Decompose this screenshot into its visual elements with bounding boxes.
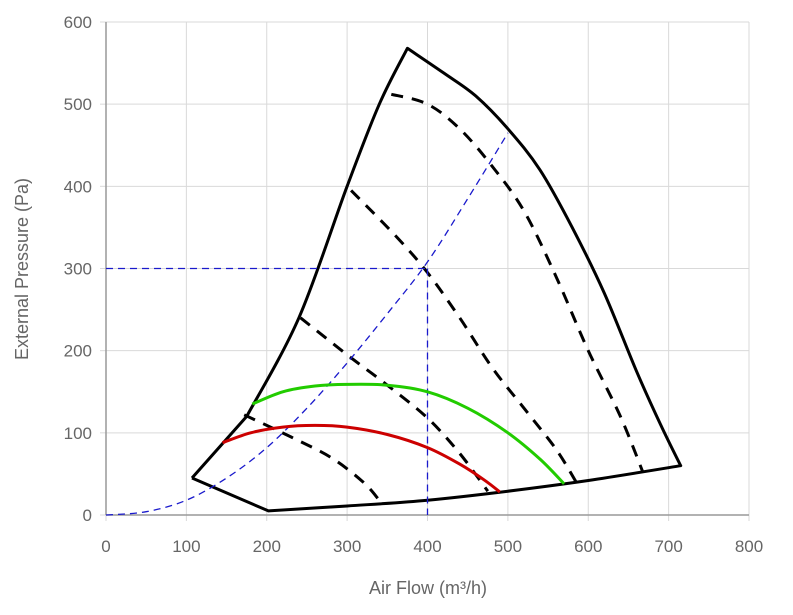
y-tick-label: 100	[64, 424, 92, 443]
x-tick-label: 800	[735, 537, 763, 556]
system-curve	[105, 132, 509, 516]
speed-line-3	[299, 316, 490, 493]
x-tick-label: 700	[654, 537, 682, 556]
speed-line-2	[350, 189, 578, 483]
operating-envelope	[190, 46, 683, 513]
x-tick-label: 0	[101, 537, 110, 556]
speed-line-1	[390, 92, 645, 473]
x-tick-label: 200	[253, 537, 281, 556]
y-tick-label: 200	[64, 342, 92, 361]
x-tick-label: 500	[494, 537, 522, 556]
tick-labels: 0 100 200 300 400 500 600 700 800 0 100 200 300 400 50…	[64, 13, 764, 556]
y-tick-label: 600	[64, 13, 92, 32]
x-axis-title: Air Flow (m³/h)	[369, 578, 487, 598]
green-curve	[251, 382, 566, 485]
data-series	[105, 46, 683, 516]
x-tick-label: 600	[574, 537, 602, 556]
x-tick-label: 300	[333, 537, 361, 556]
y-tick-label: 400	[64, 177, 92, 196]
grid-lines	[106, 21, 750, 515]
y-tick-label: 500	[64, 95, 92, 114]
x-tick-label: 100	[172, 537, 200, 556]
y-tick-label: 300	[64, 260, 92, 279]
y-tick-label: 0	[83, 506, 92, 525]
red-curve	[222, 423, 501, 494]
x-tick-label: 400	[413, 537, 441, 556]
y-axis-title: External Pressure (Pa)	[12, 178, 32, 360]
